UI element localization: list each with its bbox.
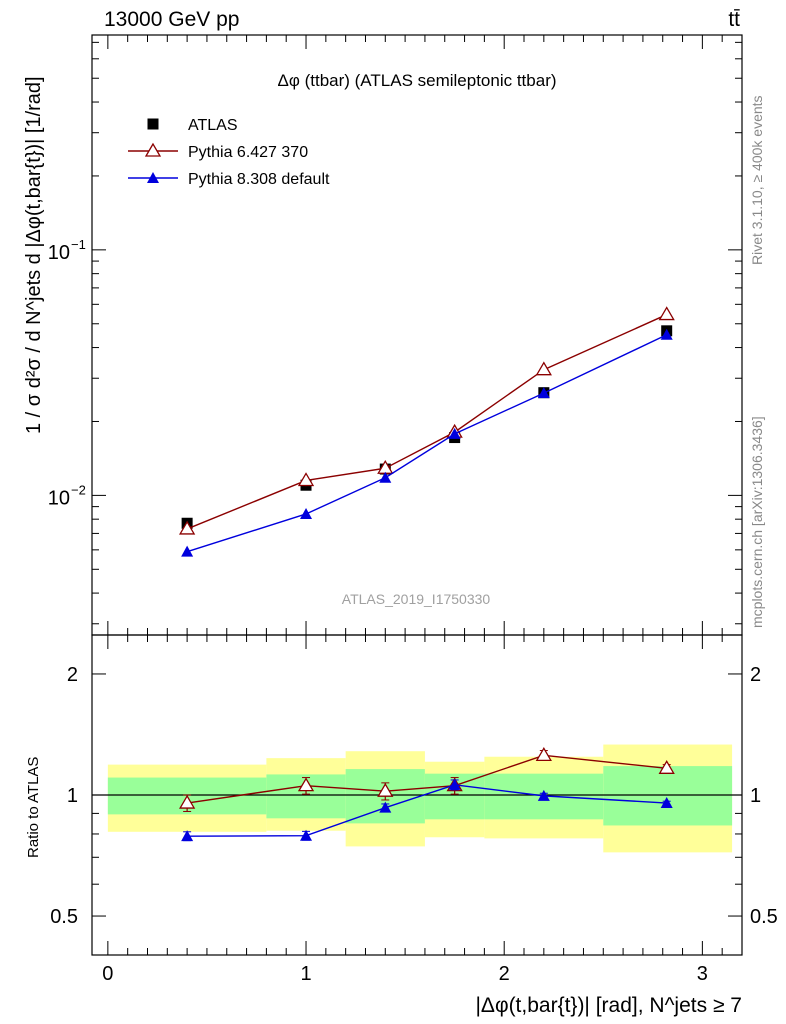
ratio-point-0-2 (377, 782, 394, 797)
header-left: 13000 GeV pp (104, 8, 239, 31)
series-line-2 (186, 334, 667, 553)
ratio-y-tick-label-left: 2 (67, 664, 78, 686)
axes (91, 34, 743, 956)
rivet-label: Rivet 3.1.10, ≥ 400k events (749, 95, 765, 265)
ratio-point-1-1 (300, 829, 313, 841)
data-point-2-0 (181, 545, 194, 557)
legend-marker-0 (147, 118, 159, 130)
y-axis-title: 1 / σ d²σ / d N^jets d |Δφ(t,bar{t})| [1… (23, 76, 45, 434)
ratio-y-tick-label-right: 0.5 (750, 906, 778, 928)
y-tick-label: 10 (48, 242, 70, 264)
legend: ATLAS Pythia 6.427 370 Pythia 8.308 defaul… (128, 117, 330, 188)
ratio-point-0-4 (535, 747, 552, 761)
legend-label-0: ATLAS (188, 117, 238, 134)
ratio-point-1-0 (181, 830, 194, 842)
legend-label-1: Pythia 6.427 370 (188, 144, 308, 161)
data-point-1-1 (297, 472, 315, 487)
ratio-line-0 (187, 754, 667, 804)
series-line-1 (186, 313, 667, 530)
ratio-y-tick-label-left: 0.5 (50, 906, 78, 928)
legend-marker-2 (147, 172, 159, 183)
data-point-2-1 (300, 507, 313, 519)
chart-title: Δφ (ttbar) (ATLAS semileptonic ttbar) (277, 71, 556, 90)
ratio-point-1-3 (448, 778, 461, 790)
ratio-point-0-5 (658, 760, 675, 774)
data-point-2-5 (660, 328, 673, 340)
analysis-label: ATLAS_2019_I1750330 (342, 591, 491, 607)
mcplots-label: mcplots.cern.ch [arXiv:1306.3436] (749, 416, 765, 628)
data-point-2-4 (537, 387, 550, 399)
y-tick-label-exponent: −2 (71, 482, 86, 497)
ratio-line-1 (187, 784, 667, 837)
y-tick-label: 10 (48, 487, 70, 509)
ratio-point-0-0 (178, 794, 196, 809)
y-tick-label-exponent: −1 (71, 237, 86, 252)
x-tick-label-0: 0 (102, 963, 113, 985)
x-tick-label-1: 1 (300, 963, 311, 985)
x-axis-title: |Δφ(t,bar{t})| [rad], N^jets ≥ 7 (475, 994, 742, 1017)
legend-marker-1 (144, 142, 162, 157)
ratio-point-0-1 (297, 777, 315, 792)
data-point-1-0 (178, 520, 196, 535)
tick-labels: 0 1 2 310 −110 −20.5 0.51 12 2 (48, 237, 778, 985)
x-tick-label-3: 3 (697, 963, 708, 985)
legend-label-2: Pythia 8.308 default (188, 171, 330, 188)
ratio-point-1-5 (660, 797, 673, 809)
ratio-point-1-2 (379, 801, 392, 813)
ratio-y-axis-title: Ratio to ATLAS (25, 757, 42, 858)
data-point-2-3 (448, 427, 461, 439)
ratio-y-tick-label-right: 2 (750, 664, 761, 686)
data-point-2-2 (379, 471, 392, 483)
x-tick-label-2: 2 (499, 963, 510, 985)
header-right: tt̄ (728, 8, 740, 31)
ratio-y-tick-label-left: 1 (67, 785, 78, 807)
ratio-y-tick-label-right: 1 (750, 785, 761, 807)
data-point-1-5 (658, 306, 675, 321)
ratio-point-1-4 (537, 789, 550, 801)
data-point-1-4 (535, 361, 552, 376)
inner-band-5 (603, 766, 733, 826)
data-series (178, 306, 675, 842)
